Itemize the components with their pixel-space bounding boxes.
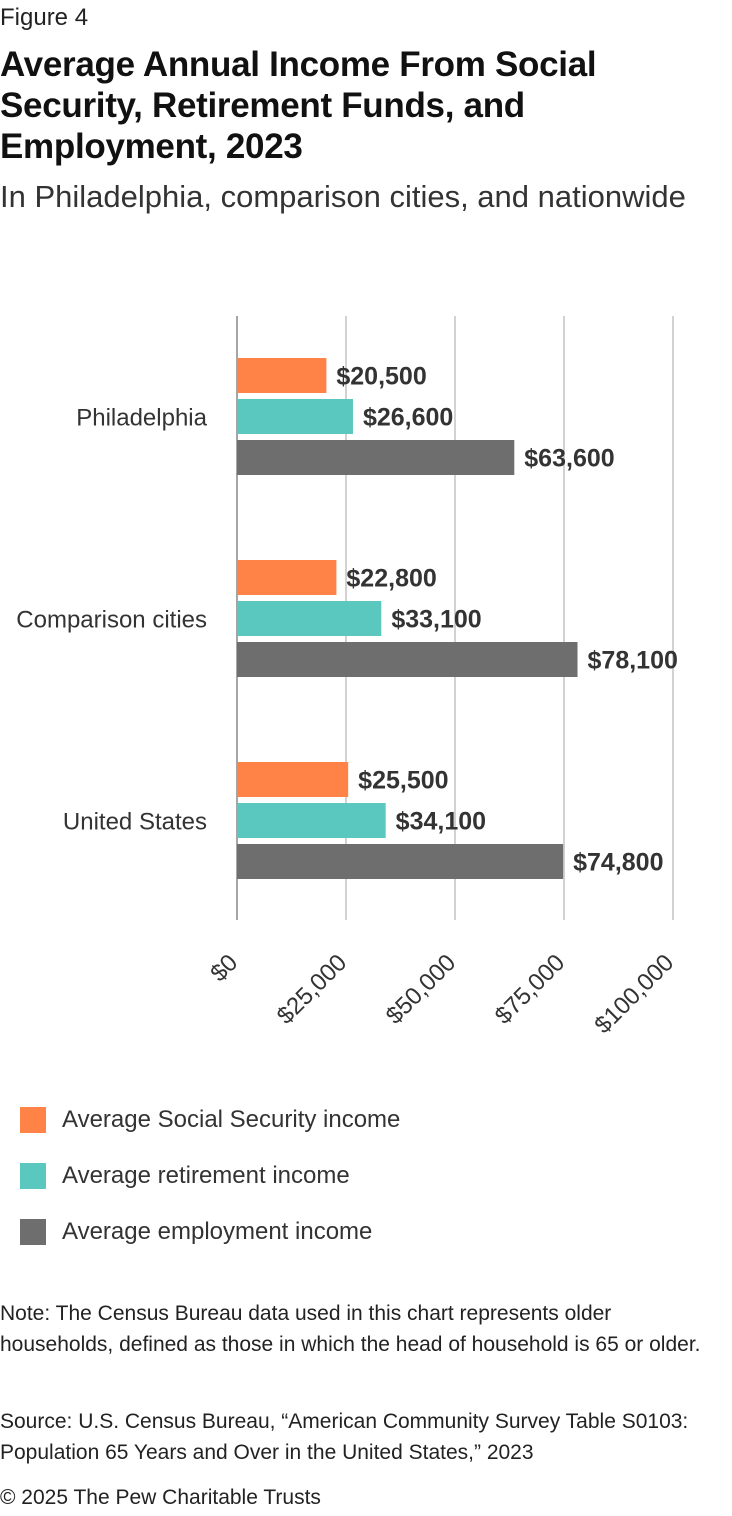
data-label: $74,800 — [573, 849, 663, 877]
data-label: $26,600 — [363, 404, 453, 432]
chart-note: Note: The Census Bureau data used in thi… — [0, 1302, 701, 1356]
legend-label-retirement: Average retirement income — [62, 1162, 350, 1189]
x-tick-label: $0 — [205, 949, 243, 987]
category-label: Comparison cities — [16, 607, 207, 634]
data-label: $25,500 — [358, 767, 448, 795]
bar-chart: $20,500 $26,600 $63,600 Philadelphia $22,800… — [16, 316, 679, 1039]
figure-label: Figure 4 — [0, 4, 89, 31]
chart-source: Source: U.S. Census Bureau, “American Co… — [0, 1410, 689, 1464]
legend-label-employment: Average employment income — [62, 1218, 373, 1245]
data-label: $33,100 — [391, 606, 481, 634]
data-label: $63,600 — [524, 445, 614, 473]
x-tick-label: $75,000 — [490, 949, 570, 1029]
chart-legend: Average Social Security income Average r… — [20, 1092, 400, 1260]
legend-item-social-security: Average Social Security income — [20, 1092, 400, 1148]
bar — [237, 358, 327, 393]
legend-swatch-social-security — [20, 1107, 46, 1133]
data-label: $78,100 — [588, 647, 678, 675]
chart-title: Average Annual Income From Social Securi… — [0, 45, 597, 166]
bar — [237, 642, 578, 677]
legend-swatch-retirement — [20, 1163, 46, 1189]
bar — [237, 601, 382, 636]
x-tick-label: $25,000 — [272, 949, 352, 1029]
bar — [237, 803, 386, 838]
bar — [237, 399, 353, 434]
legend-swatch-employment — [20, 1219, 46, 1245]
chart-subtitle: In Philadelphia, comparison cities, and … — [0, 179, 686, 214]
x-tick-label: $100,000 — [589, 949, 679, 1039]
legend-label-social-security: Average Social Security income — [62, 1106, 401, 1133]
legend-item-employment: Average employment income — [20, 1204, 400, 1260]
category-label: Philadelphia — [76, 405, 207, 432]
data-label: $34,100 — [396, 808, 486, 836]
bar — [237, 440, 515, 475]
data-label: $22,800 — [346, 565, 436, 593]
legend-item-retirement: Average retirement income — [20, 1148, 400, 1204]
category-label: United States — [63, 809, 207, 836]
bar — [237, 560, 337, 595]
data-label: $20,500 — [336, 363, 426, 391]
bar — [237, 844, 564, 879]
bar — [237, 762, 349, 797]
copyright: © 2025 The Pew Charitable Trusts — [0, 1486, 321, 1509]
x-tick-label: $50,000 — [381, 949, 461, 1029]
